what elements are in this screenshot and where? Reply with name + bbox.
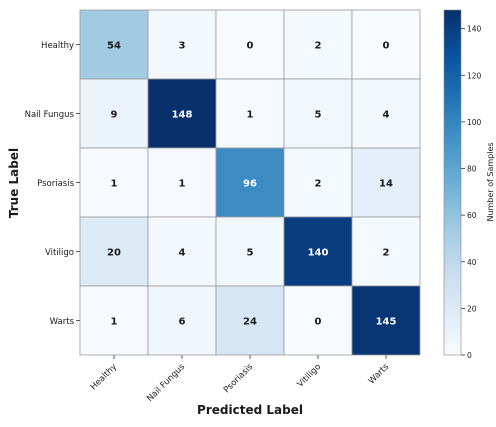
cell-value-label: 24 [243, 317, 257, 328]
heatmap-cell [351, 9, 421, 80]
cell-value-label: 2 [315, 41, 322, 52]
cell-value-label: 145 [376, 317, 397, 328]
cell-value-label: 1 [247, 110, 254, 121]
colorbar-tick-label: 60 [467, 211, 477, 220]
cell-value-label: 4 [383, 110, 390, 121]
x-tick-label: Healthy [89, 362, 119, 392]
cell-value-label: 4 [179, 248, 186, 259]
colorbar-tick-label: 0 [467, 351, 472, 360]
cell-value-label: 5 [315, 110, 322, 121]
heatmap-cell [215, 216, 285, 287]
heatmap-cell [147, 9, 217, 80]
colorbar-tick-label: 80 [467, 165, 477, 174]
y-tick-label: Vitiligo [45, 248, 74, 258]
heatmap-cell [351, 147, 421, 218]
y-tick-labels: Healthy Nail Fungus Psoriasis Vitiligo Warts [25, 41, 80, 327]
cell-value-label: 20 [107, 248, 121, 259]
cell-value-label: 6 [179, 317, 186, 328]
heatmap-cell [351, 216, 421, 287]
heatmap-cell [79, 9, 149, 80]
x-tick-label: Vitiligo [296, 362, 324, 390]
heatmap-cell [215, 78, 285, 149]
y-tick-label: Warts [50, 317, 75, 327]
x-axis-label: Predicted Label [197, 403, 303, 417]
x-tick-labels: Healthy Nail Fungus Psoriasis Vitiligo Warts [89, 355, 392, 404]
cell-value-label: 2 [315, 179, 322, 190]
heatmap-cell [79, 78, 149, 149]
heatmap-cell [283, 9, 353, 80]
y-tick-label: Healthy [41, 41, 74, 51]
colorbar-tick-label: 100 [467, 118, 482, 127]
cell-value-label: 0 [247, 41, 254, 52]
cell-value-label: 148 [172, 110, 193, 121]
cell-value-label: 54 [107, 41, 121, 52]
colorbar-tick-label: 120 [467, 71, 482, 80]
cell-value-label: 2 [383, 248, 390, 259]
x-tick-label: Warts [367, 362, 392, 387]
cell-value-label: 3 [179, 41, 186, 52]
cell-value-label: 1 [111, 179, 118, 190]
y-axis-label: True Label [7, 148, 21, 218]
y-tick-label: Nail Fungus [25, 110, 75, 120]
heatmap-cell [215, 147, 285, 218]
heatmap-cells [79, 9, 421, 356]
heatmap-cell [351, 285, 421, 356]
heatmap-cell [283, 147, 353, 218]
cell-value-label: 1 [179, 179, 186, 190]
heatmap-cell [147, 216, 217, 287]
heatmap-cell [283, 216, 353, 287]
colorbar [443, 9, 462, 356]
cell-value-label: 0 [383, 41, 390, 52]
colorbar-tick-label: 140 [467, 25, 482, 34]
cell-value-label: 96 [243, 179, 257, 190]
colorbar-tick-label: 20 [467, 304, 477, 313]
colorbar-label: Number of Samples [486, 142, 495, 221]
heatmap-cell [351, 78, 421, 149]
cell-value-label: 5 [247, 248, 254, 259]
cell-value-label: 0 [315, 317, 322, 328]
colorbar-ticks: 0 20 40 60 80 100 120 140 [461, 25, 482, 360]
heatmap-cell [215, 9, 285, 80]
cell-value-label: 14 [379, 179, 393, 190]
heatmap-cell [79, 285, 149, 356]
heatmap-cell [215, 285, 285, 356]
heatmap-cell [147, 147, 217, 218]
cell-value-label: 1 [111, 317, 118, 328]
colorbar-tick-label: 40 [467, 258, 477, 267]
y-tick-label: Psoriasis [37, 179, 74, 189]
cell-value-label: 9 [111, 110, 118, 121]
x-tick-label: Nail Fungus [145, 362, 187, 404]
x-tick-label: Psoriasis [222, 362, 256, 396]
cell-value-label: 140 [308, 248, 329, 259]
heatmap-cell [147, 285, 217, 356]
